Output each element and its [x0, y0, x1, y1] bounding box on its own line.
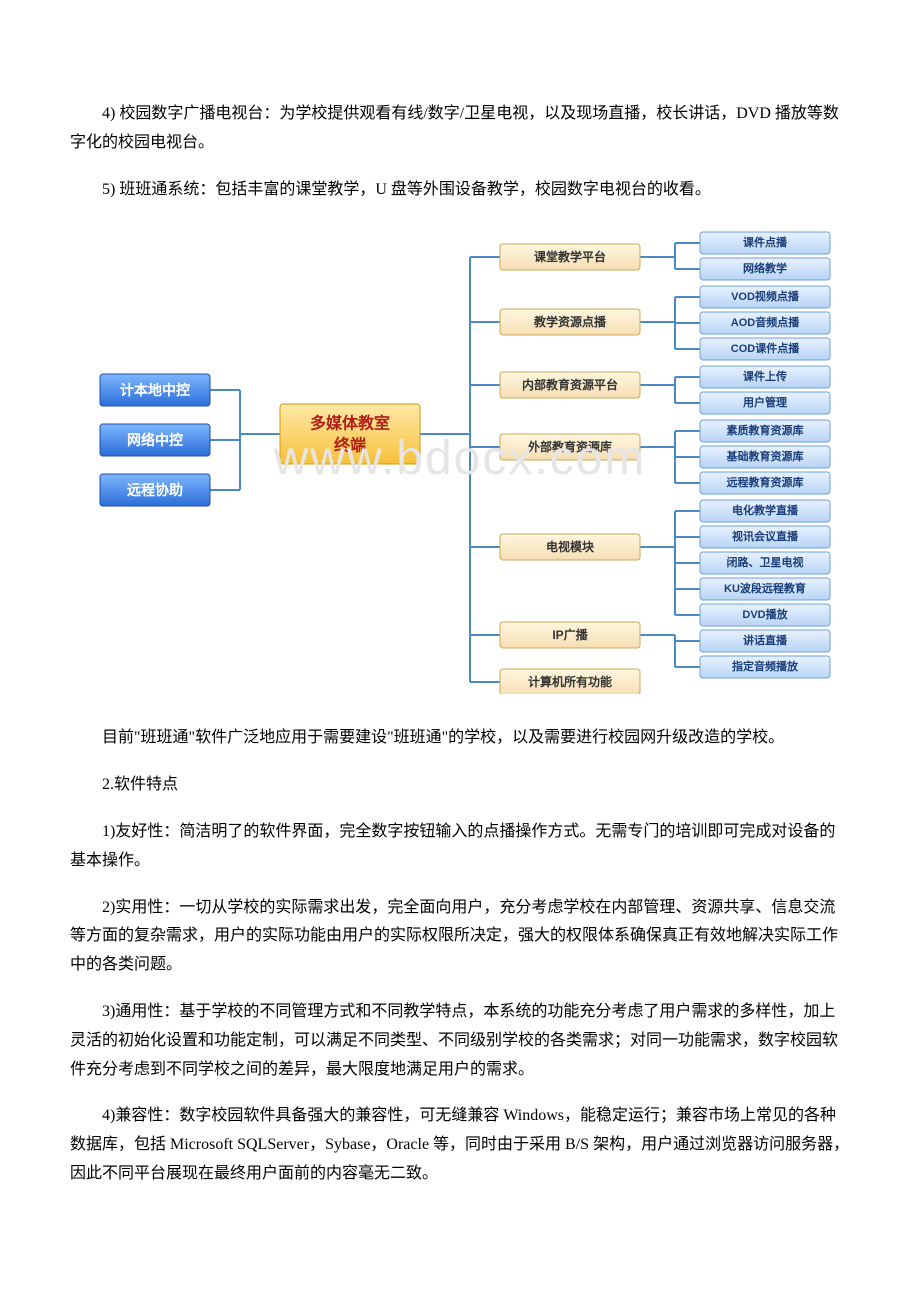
- svg-text:计算机所有功能: 计算机所有功能: [528, 674, 612, 689]
- svg-text:讲话直播: 讲话直播: [743, 633, 788, 647]
- svg-text:VOD视频点播: VOD视频点播: [731, 289, 800, 303]
- svg-text:课件上传: 课件上传: [743, 369, 787, 383]
- svg-text:DVD播放: DVD播放: [742, 607, 788, 621]
- svg-text:闭路、卫星电视: 闭路、卫星电视: [727, 555, 804, 569]
- svg-text:指定音频播放: 指定音频播放: [732, 659, 799, 673]
- paragraph-feature-2: 2)实用性：一切从学校的实际需求出发，完全面向用户，充分考虑学校在内部管理、资源…: [70, 894, 850, 980]
- svg-text:课堂教学平台: 课堂教学平台: [534, 249, 606, 264]
- paragraph-usage: 目前"班班通"软件广泛地应用于需要建设"班班通"的学校，以及需要进行校园网升级改…: [70, 724, 850, 753]
- svg-text:网络教学: 网络教学: [743, 261, 787, 275]
- svg-text:IP广播: IP广播: [552, 627, 588, 642]
- svg-text:AOD音频点播: AOD音频点播: [731, 315, 800, 329]
- svg-text:视讯会议直播: 视讯会议直播: [732, 529, 799, 543]
- paragraph-4: 4) 校园数字广播电视台：为学校提供观看有线/数字/卫星电视，以及现场直播，校长…: [70, 100, 850, 158]
- svg-text:KU波段远程教育: KU波段远程教育: [724, 581, 806, 595]
- svg-text:教学资源点播: 教学资源点播: [533, 314, 607, 329]
- diagram-svg: 计本地中控网络中控远程协助 多媒体教室终端 课堂教学平台教学资源点播内部教育资源平台…: [70, 224, 850, 694]
- svg-text:外部教育资源库: 外部教育资源库: [528, 439, 612, 454]
- svg-text:远程协助: 远程协助: [127, 482, 183, 498]
- svg-text:用户管理: 用户管理: [743, 395, 787, 409]
- svg-text:电视模块: 电视模块: [546, 539, 595, 554]
- svg-text:课件点播: 课件点播: [743, 235, 788, 249]
- svg-text:多媒体教室: 多媒体教室: [310, 414, 390, 433]
- svg-text:电化教学直播: 电化教学直播: [732, 503, 799, 517]
- paragraph-feature-1: 1)友好性：简洁明了的软件界面，完全数字按钮输入的点播操作方式。无需专门的培训即…: [70, 818, 850, 876]
- svg-text:远程教育资源库: 远程教育资源库: [727, 475, 804, 489]
- svg-text:COD课件点播: COD课件点播: [731, 341, 800, 355]
- svg-text:网络中控: 网络中控: [127, 432, 183, 448]
- svg-text:计本地中控: 计本地中控: [120, 382, 190, 398]
- heading-features: 2.软件特点: [70, 771, 850, 800]
- system-diagram: 计本地中控网络中控远程协助 多媒体教室终端 课堂教学平台教学资源点播内部教育资源平台…: [70, 224, 850, 694]
- paragraph-feature-3: 3)通用性：基于学校的不同管理方式和不同教学特点，本系统的功能充分考虑了用户需求…: [70, 998, 850, 1084]
- paragraph-feature-4: 4)兼容性：数字校园软件具备强大的兼容性，可无缝兼容 Windows，能稳定运行…: [70, 1102, 850, 1188]
- svg-text:素质教育资源库: 素质教育资源库: [727, 423, 804, 437]
- svg-text:基础教育资源库: 基础教育资源库: [726, 449, 804, 463]
- svg-text:终端: 终端: [334, 436, 366, 455]
- paragraph-5: 5) 班班通系统：包括丰富的课堂教学，U 盘等外围设备教学，校园数字电视台的收看…: [70, 176, 850, 205]
- svg-text:内部教育资源平台: 内部教育资源平台: [522, 377, 618, 392]
